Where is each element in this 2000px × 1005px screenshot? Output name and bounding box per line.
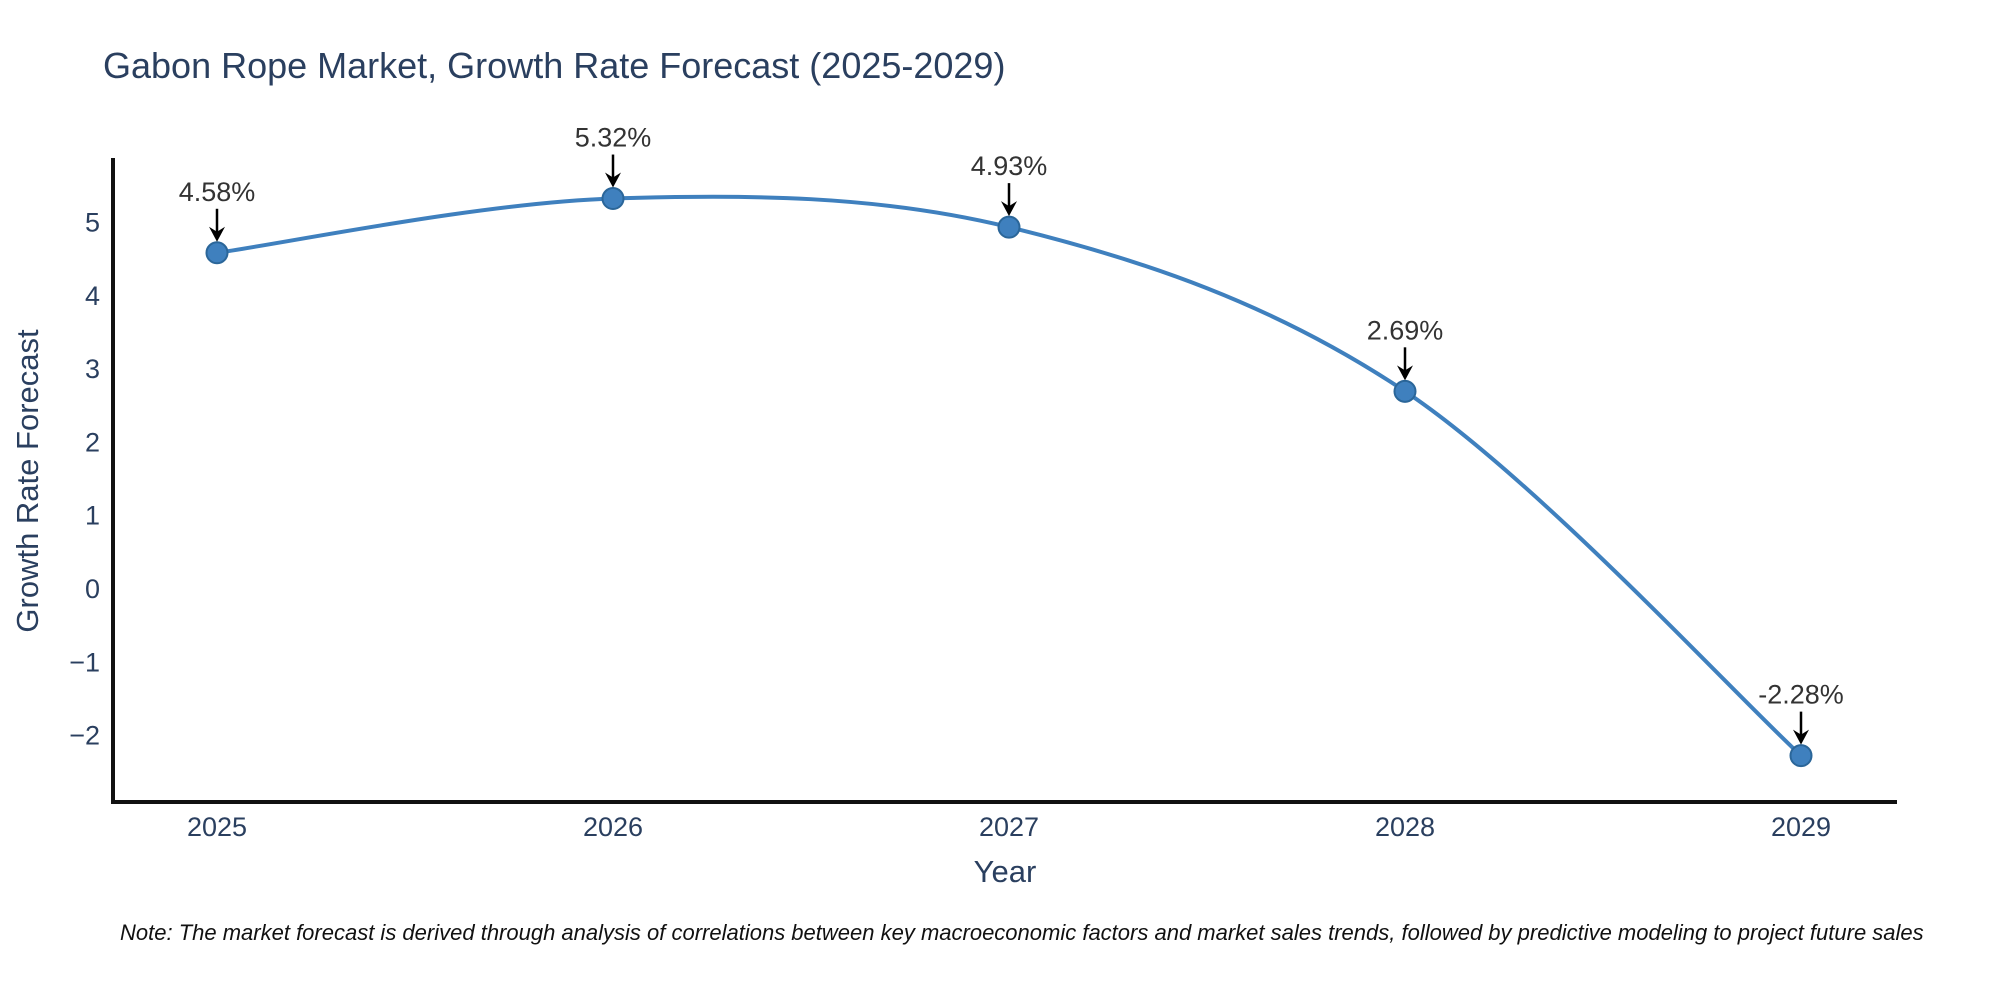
data-point-markers	[205, 187, 1813, 768]
x-tick-label: 2028	[1375, 812, 1435, 842]
x-tick-label: 2029	[1771, 812, 1831, 842]
point-annotation: -2.28%	[1758, 680, 1844, 745]
y-tick-label: 4	[85, 281, 100, 311]
data-point-marker	[1393, 379, 1417, 403]
y-tick-label: 1	[85, 501, 100, 531]
point-annotation: 4.93%	[971, 151, 1048, 217]
point-annotation: 5.32%	[575, 123, 652, 188]
y-tick-label: −2	[69, 721, 100, 751]
series-line-group	[215, 194, 1803, 758]
annotation-arrowhead-icon	[209, 226, 225, 242]
chart-title: Gabon Rope Market, Growth Rate Forecast …	[103, 45, 1005, 86]
y-tick-label: 5	[85, 208, 100, 238]
annotation-arrowhead-icon	[1793, 729, 1809, 745]
point-annotation-label: 4.58%	[179, 177, 256, 207]
x-tick-label: 2026	[583, 812, 643, 842]
y-axis-tick-labels: 5 4 3 2 1 0 −1 −2	[69, 208, 100, 751]
point-annotation-label: 2.69%	[1367, 315, 1444, 345]
x-tick-label: 2025	[187, 812, 247, 842]
point-annotation-label: -2.28%	[1758, 680, 1844, 710]
annotation-arrowhead-icon	[1397, 365, 1413, 381]
forecast-line	[215, 194, 1803, 758]
y-axis-title: Growth Rate Forecast	[10, 329, 45, 633]
annotation-arrowhead-icon	[605, 172, 621, 188]
x-axis-tick-labels: 2025 2026 2027 2028 2029	[187, 812, 1831, 842]
x-tick-label: 2027	[979, 812, 1039, 842]
y-tick-label: 0	[85, 574, 100, 604]
data-point-marker	[205, 241, 229, 265]
point-annotation-label: 5.32%	[575, 123, 652, 153]
y-tick-label: 3	[85, 354, 100, 384]
point-annotation-label: 4.93%	[971, 151, 1048, 181]
footnote-text: Note: The market forecast is derived thr…	[120, 920, 1924, 945]
point-annotation: 4.58%	[179, 177, 256, 242]
y-tick-label: 2	[85, 427, 100, 457]
data-point-marker	[601, 187, 625, 211]
data-point-marker	[1789, 744, 1813, 768]
y-tick-label: −1	[69, 647, 100, 677]
annotation-arrowhead-icon	[1001, 201, 1017, 217]
x-axis-title: Year	[974, 854, 1037, 889]
data-point-marker	[997, 215, 1021, 239]
point-annotation: 2.69%	[1367, 315, 1444, 381]
point-annotations: 4.58% 5.32% 4.93% 2.69% -2.28%	[179, 123, 1844, 745]
